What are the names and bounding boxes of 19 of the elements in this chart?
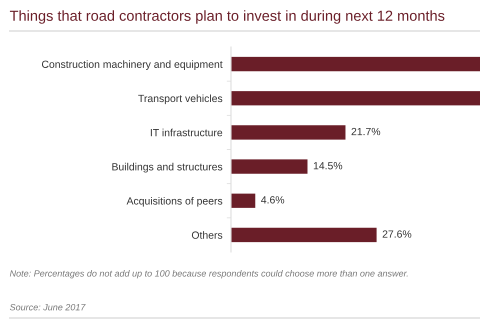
data-label: 14.5% [314, 162, 342, 170]
y-tick-label: Acquisitions of peers [126, 196, 222, 207]
data-label: 27.6% [382, 230, 412, 238]
data-label: 21.7% [352, 128, 380, 136]
bar [231, 125, 346, 140]
bar [231, 228, 377, 242]
y-tick-label: Transport vehicles [138, 94, 222, 104]
y-tick-label: Construction machinery and equipment [42, 60, 223, 70]
chart-title: Things that road contractors plan to invest in during next 12 months [10, 10, 444, 24]
y-tick-label: Others [192, 231, 222, 239]
bar [231, 194, 256, 208]
text: Note: Percentages do not add up to 100 because respondents could choose more than one answer. [10, 270, 408, 278]
data-label: 4.6% [261, 196, 284, 204]
bar [231, 159, 308, 174]
source-note: Source: June 2017 [10, 304, 86, 310]
bar [231, 91, 480, 106]
bar [231, 56, 480, 72]
y-tick-label: IT infrastructure [150, 128, 222, 136]
y-tick-label: Buildings and structures [112, 162, 222, 173]
